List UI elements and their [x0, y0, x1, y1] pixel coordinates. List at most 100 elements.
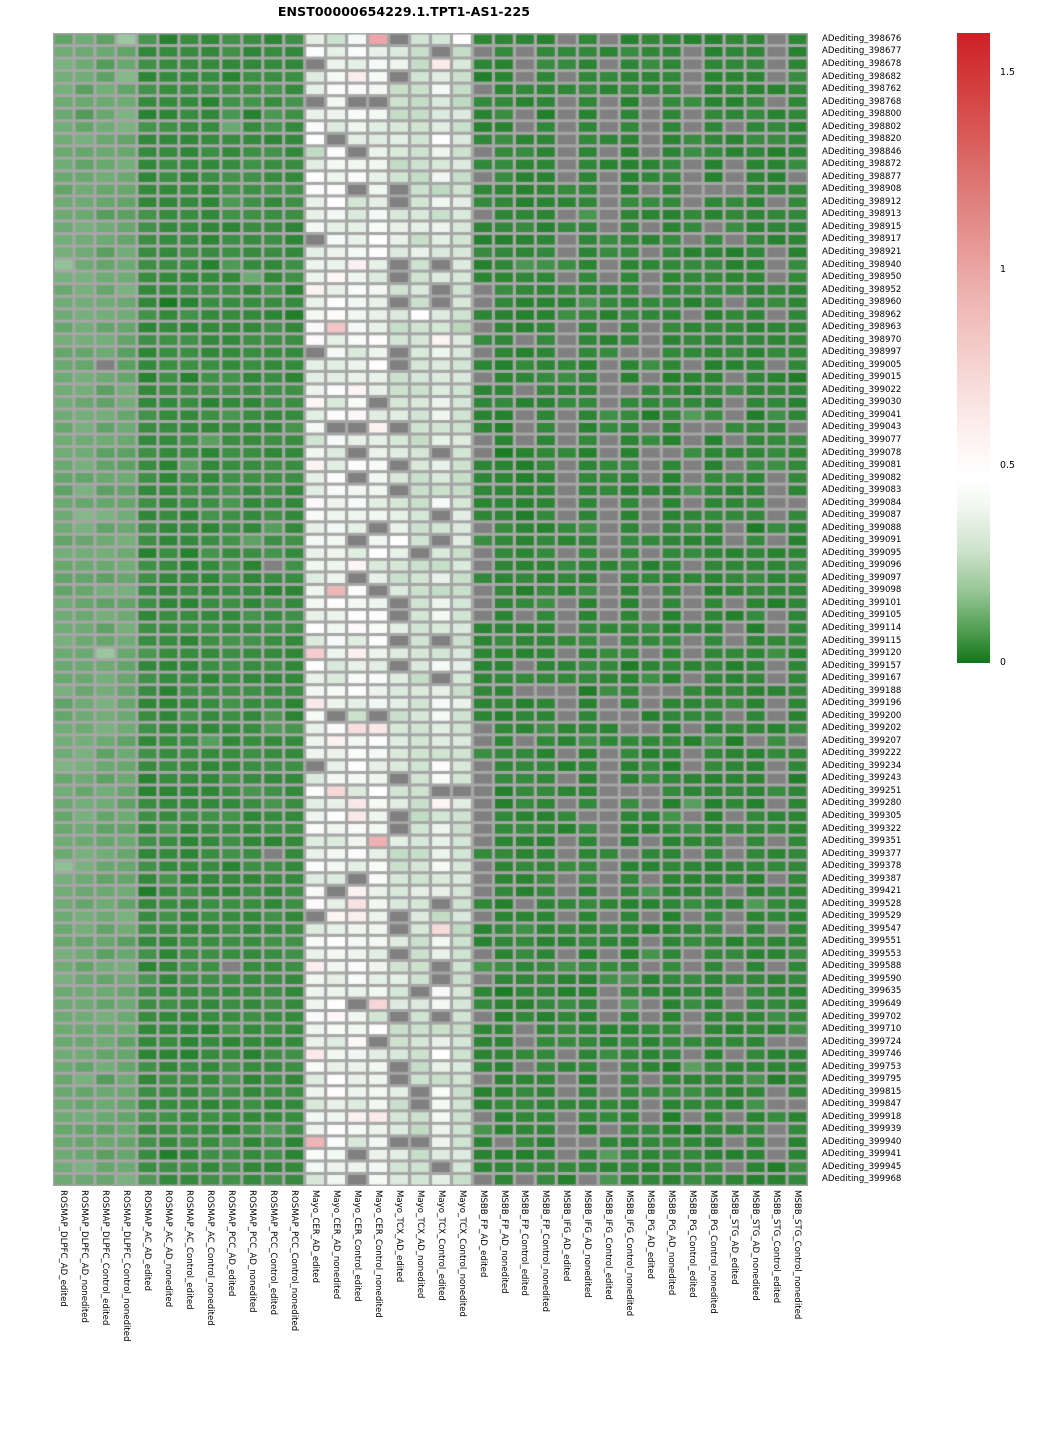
- row-label: ADediting_398913: [822, 209, 902, 220]
- row-label: ADediting_399082: [822, 472, 902, 483]
- row-label: ADediting_398997: [822, 347, 902, 358]
- row-label: ADediting_398677: [822, 46, 902, 57]
- row-label: ADediting_398915: [822, 221, 902, 232]
- row-label: ADediting_399167: [822, 673, 902, 684]
- row-label: ADediting_398802: [822, 121, 902, 132]
- column-label: MSBB_FP_Control_nonedited: [540, 1190, 551, 1313]
- row-label: ADediting_398921: [822, 247, 902, 258]
- column-label: MSBB_STG_Control_nonedited: [792, 1190, 803, 1320]
- row-label: ADediting_398962: [822, 309, 902, 320]
- column-label: Mayo_CER_AD_edited: [309, 1190, 320, 1284]
- column-label: Mayo_TCX_Control_nonedited: [456, 1190, 467, 1318]
- column-label: ROSMAP_DLPFC_AD_nonedited: [79, 1190, 90, 1323]
- row-label: ADediting_398846: [822, 146, 902, 157]
- row-label: ADediting_399081: [822, 460, 902, 471]
- row-label: ADediting_399940: [822, 1136, 902, 1147]
- row-label: ADediting_398960: [822, 297, 902, 308]
- row-label: ADediting_398678: [822, 59, 902, 70]
- row-label: ADediting_399120: [822, 648, 902, 659]
- legend-tick-label: 0.5: [1000, 460, 1015, 472]
- row-label: ADediting_399815: [822, 1086, 902, 1097]
- column-label: MSBB_FP_Control_edited: [519, 1190, 530, 1296]
- column-label: ROSMAP_PCC_AD_nonedited: [246, 1190, 257, 1313]
- column-label: MSBB_PG_Control_nonedited: [708, 1190, 719, 1314]
- row-label: ADediting_399251: [822, 785, 902, 796]
- row-label: ADediting_398872: [822, 159, 902, 170]
- row-label-axis: ADediting_398676 ADediting_398677 ADeditin…: [822, 33, 952, 1186]
- row-label: ADediting_399649: [822, 998, 902, 1009]
- row-label: ADediting_399280: [822, 798, 902, 809]
- row-label: ADediting_399724: [822, 1036, 902, 1047]
- row-label: ADediting_399114: [822, 622, 902, 633]
- row-label: ADediting_399529: [822, 911, 902, 922]
- row-label: ADediting_399234: [822, 760, 902, 771]
- row-label: ADediting_399378: [822, 861, 902, 872]
- row-label: ADediting_399095: [822, 547, 902, 558]
- row-label: ADediting_399043: [822, 422, 902, 433]
- row-label: ADediting_398682: [822, 71, 902, 82]
- row-label: ADediting_399200: [822, 710, 902, 721]
- row-label: ADediting_399207: [822, 735, 902, 746]
- column-label: MSBB_IFG_Control_nonedited: [624, 1190, 635, 1317]
- row-label: ADediting_399795: [822, 1074, 902, 1085]
- column-label: MSBB_IFG_AD_nonedited: [582, 1190, 593, 1298]
- column-label: MSBB_STG_AD_nonedited: [750, 1190, 761, 1301]
- row-label: ADediting_399702: [822, 1011, 902, 1022]
- row-label: ADediting_398940: [822, 259, 902, 270]
- column-label: ROSMAP_AC_AD_edited: [141, 1190, 152, 1292]
- row-label: ADediting_399030: [822, 397, 902, 408]
- column-label: ROSMAP_AC_AD_nonedited: [162, 1190, 173, 1308]
- row-label: ADediting_399087: [822, 510, 902, 521]
- row-label: ADediting_399084: [822, 497, 902, 508]
- column-label: Mayo_TCX_AD_edited: [393, 1190, 404, 1283]
- row-label: ADediting_399351: [822, 836, 902, 847]
- row-label: ADediting_399945: [822, 1161, 902, 1172]
- row-label: ADediting_398950: [822, 272, 902, 283]
- row-label: ADediting_399078: [822, 447, 902, 458]
- column-label: ROSMAP_PCC_Control_edited: [267, 1190, 278, 1316]
- row-label: ADediting_398820: [822, 134, 902, 145]
- column-label: MSBB_PG_Control_edited: [687, 1190, 698, 1298]
- column-label: MSBB_FP_AD_nonedited: [498, 1190, 509, 1294]
- row-label: ADediting_399528: [822, 898, 902, 909]
- row-label: ADediting_399196: [822, 698, 902, 709]
- column-label: ROSMAP_AC_Control_edited: [183, 1190, 194, 1310]
- row-label: ADediting_399105: [822, 610, 902, 621]
- row-label: ADediting_399088: [822, 522, 902, 533]
- row-label: ADediting_398762: [822, 84, 902, 95]
- heatmap-grid: [53, 33, 808, 1186]
- legend-tick-label: 1: [1000, 263, 1006, 275]
- page-title: ENST00000654229.1.TPT1-AS1-225: [277, 4, 531, 19]
- row-label: ADediting_398768: [822, 96, 902, 107]
- row-label: ADediting_398800: [822, 109, 902, 120]
- row-label: ADediting_399377: [822, 848, 902, 859]
- column-label: Mayo_TCX_Control_edited: [435, 1190, 446, 1301]
- row-label: ADediting_399202: [822, 723, 902, 734]
- color-legend-gradient: [957, 33, 990, 663]
- column-label: ROSMAP_DLPFC_AD_edited: [58, 1190, 69, 1307]
- row-label: ADediting_399590: [822, 973, 902, 984]
- row-label: ADediting_399096: [822, 560, 902, 571]
- column-label: ROSMAP_PCC_AD_edited: [225, 1190, 236, 1297]
- row-label: ADediting_399115: [822, 635, 902, 646]
- row-label: ADediting_399015: [822, 372, 902, 383]
- column-label: Mayo_CER_Control_nonedited: [372, 1190, 383, 1318]
- column-label: Mayo_TCX_AD_nonedited: [414, 1190, 425, 1299]
- column-label: ROSMAP_DLPFC_Control_nonedited: [121, 1190, 131, 1342]
- column-label: Mayo_CER_Control_edited: [351, 1190, 362, 1302]
- row-label: ADediting_399097: [822, 572, 902, 583]
- column-label-axis: ROSMAP_DLPFC_AD_edited ROSMAP_DLPFC_AD_no…: [53, 1190, 808, 1440]
- legend-tick-label: 0: [1000, 657, 1006, 669]
- row-label: ADediting_398912: [822, 196, 902, 207]
- row-label: ADediting_399847: [822, 1099, 902, 1110]
- row-label: ADediting_399157: [822, 660, 902, 671]
- legend-tick-label: 1.5: [1000, 66, 1015, 78]
- column-label: ROSMAP_AC_Control_nonedited: [204, 1190, 215, 1326]
- row-label: ADediting_399098: [822, 585, 902, 596]
- row-label: ADediting_399083: [822, 485, 902, 496]
- row-label: ADediting_399188: [822, 685, 902, 696]
- row-label: ADediting_398963: [822, 322, 902, 333]
- column-label: MSBB_STG_AD_edited: [729, 1190, 740, 1285]
- row-label: ADediting_399551: [822, 936, 902, 947]
- row-label: ADediting_399101: [822, 597, 902, 608]
